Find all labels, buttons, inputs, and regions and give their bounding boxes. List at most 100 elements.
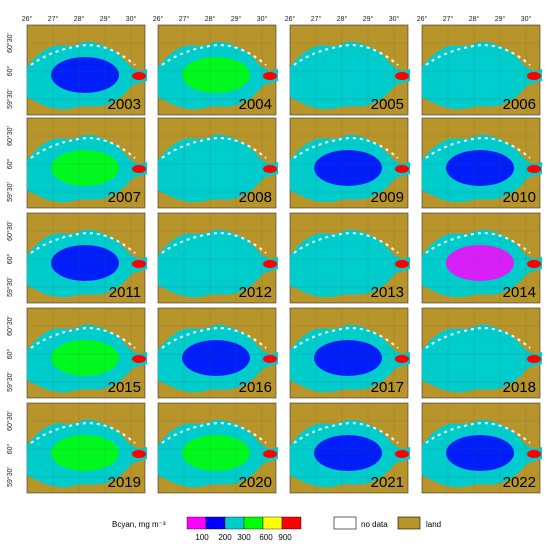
graticule	[422, 403, 540, 493]
lon-label-29: 29°	[100, 15, 111, 23]
graticule	[27, 213, 145, 303]
bloom-core	[446, 57, 514, 93]
land-swatch	[397, 516, 421, 530]
lon-label-30: 30°	[257, 15, 268, 23]
no-data-fringe	[30, 231, 136, 254]
land-label: land	[426, 520, 441, 529]
neva-bay-patch	[263, 450, 277, 458]
lat-label: 60°30'	[6, 221, 14, 241]
year-label: 2007	[108, 189, 141, 206]
lon-label-30: 30°	[126, 15, 137, 23]
no-data-fringe	[293, 231, 399, 254]
water-body	[27, 134, 147, 203]
no-data-fringe	[293, 136, 399, 159]
legend-label-300: 300	[237, 533, 251, 542]
map-panel-2008: 2008	[157, 117, 278, 209]
neva-bay-patch	[132, 165, 146, 173]
neva-bay-patch	[527, 72, 541, 80]
no-data-fringe	[161, 421, 267, 444]
map-panel-2009: 2009	[289, 117, 410, 209]
neva-bay-patch	[527, 355, 541, 363]
lat-label: 59°30'	[6, 467, 14, 487]
lat-label: 60°	[6, 349, 14, 360]
lon-label-29: 29°	[363, 15, 374, 23]
no-data-swatch	[333, 516, 357, 530]
bloom-core	[51, 57, 119, 93]
lon-labels-col-2: 26° 27° 28° 29° 30°	[153, 15, 268, 23]
year-label: 2020	[239, 474, 272, 491]
lon-label-28: 28°	[469, 15, 480, 23]
graticule	[422, 308, 540, 398]
legend-title: Bcyan, mg m⁻³	[112, 520, 166, 529]
neva-bay-patch	[132, 72, 146, 80]
map-panel-2017: 2017	[289, 307, 410, 399]
year-label: 2015	[108, 379, 141, 396]
year-label: 2017	[371, 379, 404, 396]
water-body	[27, 41, 147, 110]
year-label: 2021	[371, 474, 404, 491]
neva-bay-patch	[263, 72, 277, 80]
water-body	[158, 134, 278, 203]
lon-label-28: 28°	[205, 15, 216, 23]
map-panel-2013: 2013	[289, 212, 410, 304]
legend-label-100: 100	[195, 533, 209, 542]
legend-label-200: 200	[218, 533, 232, 542]
map-panel-2012: 2012	[157, 212, 278, 304]
no-data-fringe	[30, 326, 136, 349]
map-panel-2019: 2019	[26, 402, 147, 494]
legend-swatch-5	[281, 516, 302, 530]
year-label: 2012	[239, 284, 272, 301]
water-body	[422, 134, 542, 203]
year-label: 2008	[239, 189, 272, 206]
no-data-fringe	[425, 421, 531, 444]
lon-label-26: 26°	[285, 15, 296, 23]
lon-label-27: 27°	[48, 15, 59, 23]
bloom-core	[446, 245, 514, 281]
neva-bay-patch	[263, 165, 277, 173]
latitude-labels: 60°30' 60° 59°30' 60°30' 60° 59°30' 60°30' 60° 5…	[6, 33, 14, 487]
no-data-fringe	[30, 136, 136, 159]
water-body	[27, 419, 147, 488]
graticule	[27, 25, 145, 115]
legend-swatch-3	[243, 516, 264, 530]
lat-label: 60°	[6, 66, 14, 77]
legend-colorbar	[186, 516, 302, 530]
graticule	[158, 118, 276, 208]
year-label: 2009	[371, 189, 404, 206]
year-label: 2004	[239, 96, 272, 113]
water-body	[290, 41, 410, 110]
legend-swatch-0	[186, 516, 207, 530]
map-panel-2011: 2011	[26, 212, 147, 304]
water-body	[290, 229, 410, 298]
lon-label-29: 29°	[231, 15, 242, 23]
lat-label: 59°30'	[6, 182, 14, 202]
bloom-core	[446, 150, 514, 186]
map-panel-2016: 2016	[157, 307, 278, 399]
bloom-core	[446, 340, 514, 376]
water-body	[290, 324, 410, 393]
map-panel-2018: 2018	[421, 307, 542, 399]
neva-bay-patch	[395, 355, 409, 363]
water-body	[158, 229, 278, 298]
bloom-core	[314, 340, 382, 376]
lat-label: 60°30'	[6, 126, 14, 146]
map-panel-2020: 2020	[157, 402, 278, 494]
graticule	[290, 403, 408, 493]
lat-label: 60°30'	[6, 316, 14, 336]
bloom-core	[182, 150, 250, 186]
bloom-core	[314, 245, 382, 281]
lat-label: 59°30'	[6, 89, 14, 109]
water-body	[422, 419, 542, 488]
graticule	[158, 403, 276, 493]
neva-bay-patch	[132, 450, 146, 458]
map-panel-2004: 2004	[157, 24, 278, 116]
neva-bay-patch	[395, 165, 409, 173]
lon-label-30: 30°	[521, 15, 532, 23]
lon-label-26: 26°	[22, 15, 33, 23]
water-body	[158, 419, 278, 488]
lon-label-27: 27°	[443, 15, 454, 23]
lat-label: 60°	[6, 159, 14, 170]
map-panel-2014: 2014	[421, 212, 542, 304]
year-label: 2006	[503, 96, 536, 113]
